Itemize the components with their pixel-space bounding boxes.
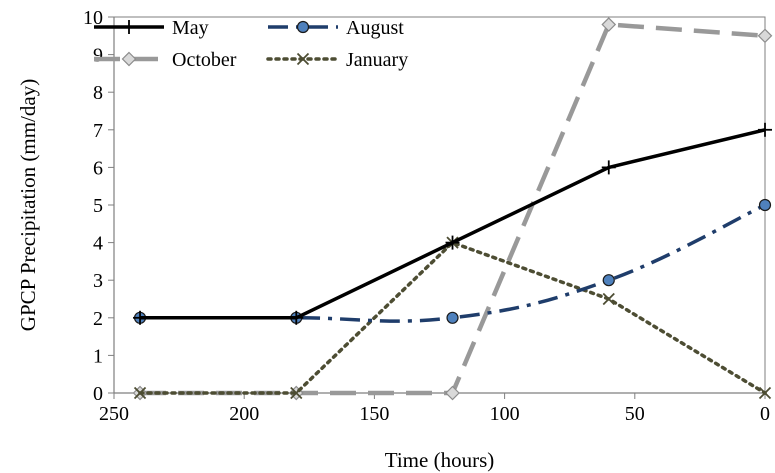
y-tick-label: 10 <box>83 7 103 29</box>
series-line-may <box>140 128 766 320</box>
data-point-may <box>133 310 148 325</box>
data-point-january <box>602 292 615 306</box>
data-point-january <box>758 386 772 400</box>
series-layer <box>132 17 773 401</box>
data-point-january <box>133 386 147 400</box>
data-point-january <box>290 386 303 400</box>
data-point-october <box>445 385 460 401</box>
legend-marker-august <box>296 20 310 34</box>
legend-marker-january <box>296 52 310 66</box>
y-axis-title: GPCP Precipitation (mm/day) <box>16 79 40 331</box>
legend-marker-may <box>122 20 136 34</box>
legend-item-may: May <box>94 17 209 39</box>
series-may <box>133 122 772 325</box>
y-tick-label: 2 <box>93 308 103 330</box>
x-tick-label: 50 <box>625 403 645 425</box>
series-line-august <box>139 203 766 323</box>
legend-label-january: January <box>346 49 408 71</box>
series-october <box>132 17 773 401</box>
legend-item-august: August <box>268 17 404 39</box>
data-point-may <box>289 310 304 325</box>
y-tick-label: 3 <box>93 270 103 292</box>
series-august <box>133 198 772 324</box>
y-tick-label: 8 <box>93 82 103 104</box>
legend-label-october: October <box>172 49 237 71</box>
data-point-may <box>601 160 616 175</box>
y-tick-label: 0 <box>93 383 103 405</box>
x-tick-label: 0 <box>760 403 770 425</box>
x-axis-title: Time (hours) <box>385 448 494 472</box>
x-tick-label: 250 <box>99 403 129 425</box>
data-point-august <box>758 198 772 212</box>
series-line-october <box>140 22 766 396</box>
legend-item-january: January <box>266 49 408 71</box>
x-tick-label: 150 <box>359 403 389 425</box>
legend-item-october: October <box>94 49 237 71</box>
legend-label-may: May <box>172 17 209 39</box>
y-tick-label: 6 <box>93 157 103 179</box>
legend: May August October January <box>94 17 408 71</box>
data-point-october <box>757 28 773 44</box>
legend-marker-october <box>121 51 137 67</box>
y-tick-label: 4 <box>93 233 103 255</box>
x-tick-label: 100 <box>490 403 520 425</box>
axes: 250 200 150 100 50 0 0 1 2 3 4 5 6 7 8 9 10 <box>83 7 770 425</box>
data-point-august <box>446 311 459 324</box>
data-point-october <box>601 17 617 32</box>
data-point-may <box>758 122 772 137</box>
y-tick-label: 7 <box>93 120 103 142</box>
data-point-august <box>602 274 615 287</box>
y-tick-label: 9 <box>93 45 103 67</box>
plot-frame <box>113 16 766 394</box>
series-line-january <box>138 240 767 395</box>
y-tick-label: 5 <box>93 195 103 217</box>
y-tick-label: 1 <box>93 345 103 367</box>
data-point-may <box>445 235 460 250</box>
legend-label-august: August <box>346 17 404 39</box>
x-tick-label: 200 <box>229 403 259 425</box>
